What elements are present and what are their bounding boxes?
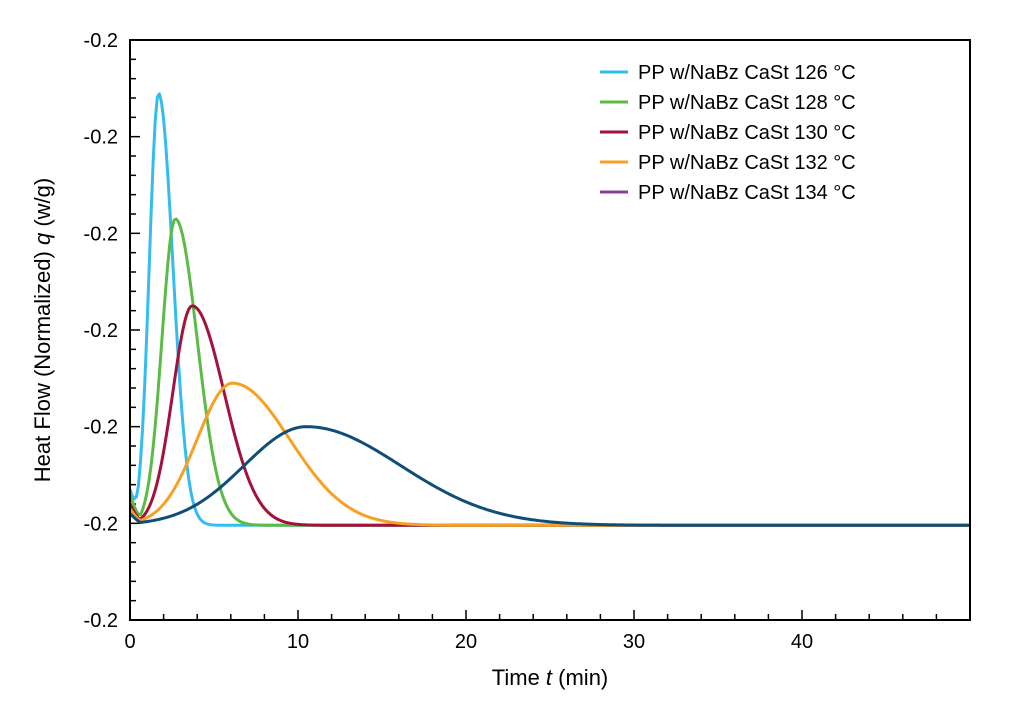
y-tick-label: -0.2: [84, 30, 118, 52]
chart-background: [0, 0, 1009, 720]
y-tick-label: -0.2: [84, 610, 118, 632]
x-tick-label: 10: [287, 631, 309, 653]
x-tick-label: 0: [124, 631, 135, 653]
x-tick-label: 20: [455, 631, 477, 653]
legend-label: PP w/NaBz CaSt 130 °C: [638, 122, 856, 144]
y-tick-label: -0.2: [84, 417, 118, 439]
y-tick-label: -0.2: [84, 320, 118, 342]
y-axis-label: Heat Flow (Normalized) q (w/g): [30, 178, 55, 482]
legend-label: PP w/NaBz CaSt 126 °C: [638, 62, 856, 84]
legend-label: PP w/NaBz CaSt 128 °C: [638, 92, 856, 114]
chart-container: 0 10 20 30 40 -0.2 -0.2 -0.2 -0.2 -0.2 -0.2 -0.2 Tim…: [0, 0, 1009, 720]
legend-label: PP w/NaBz CaSt 132 °C: [638, 152, 856, 174]
y-tick-label: -0.2: [84, 513, 118, 535]
x-tick-label: 40: [791, 631, 813, 653]
x-tick-label: 30: [623, 631, 645, 653]
chart-svg: 0 10 20 30 40 -0.2 -0.2 -0.2 -0.2 -0.2 -0.2 -0.2 Tim…: [0, 0, 1009, 720]
legend-label: PP w/NaBz CaSt 134 °C: [638, 182, 856, 204]
x-axis-label: Time t (min): [492, 665, 609, 690]
y-tick-label: -0.2: [84, 127, 118, 149]
y-tick-label: -0.2: [84, 223, 118, 245]
